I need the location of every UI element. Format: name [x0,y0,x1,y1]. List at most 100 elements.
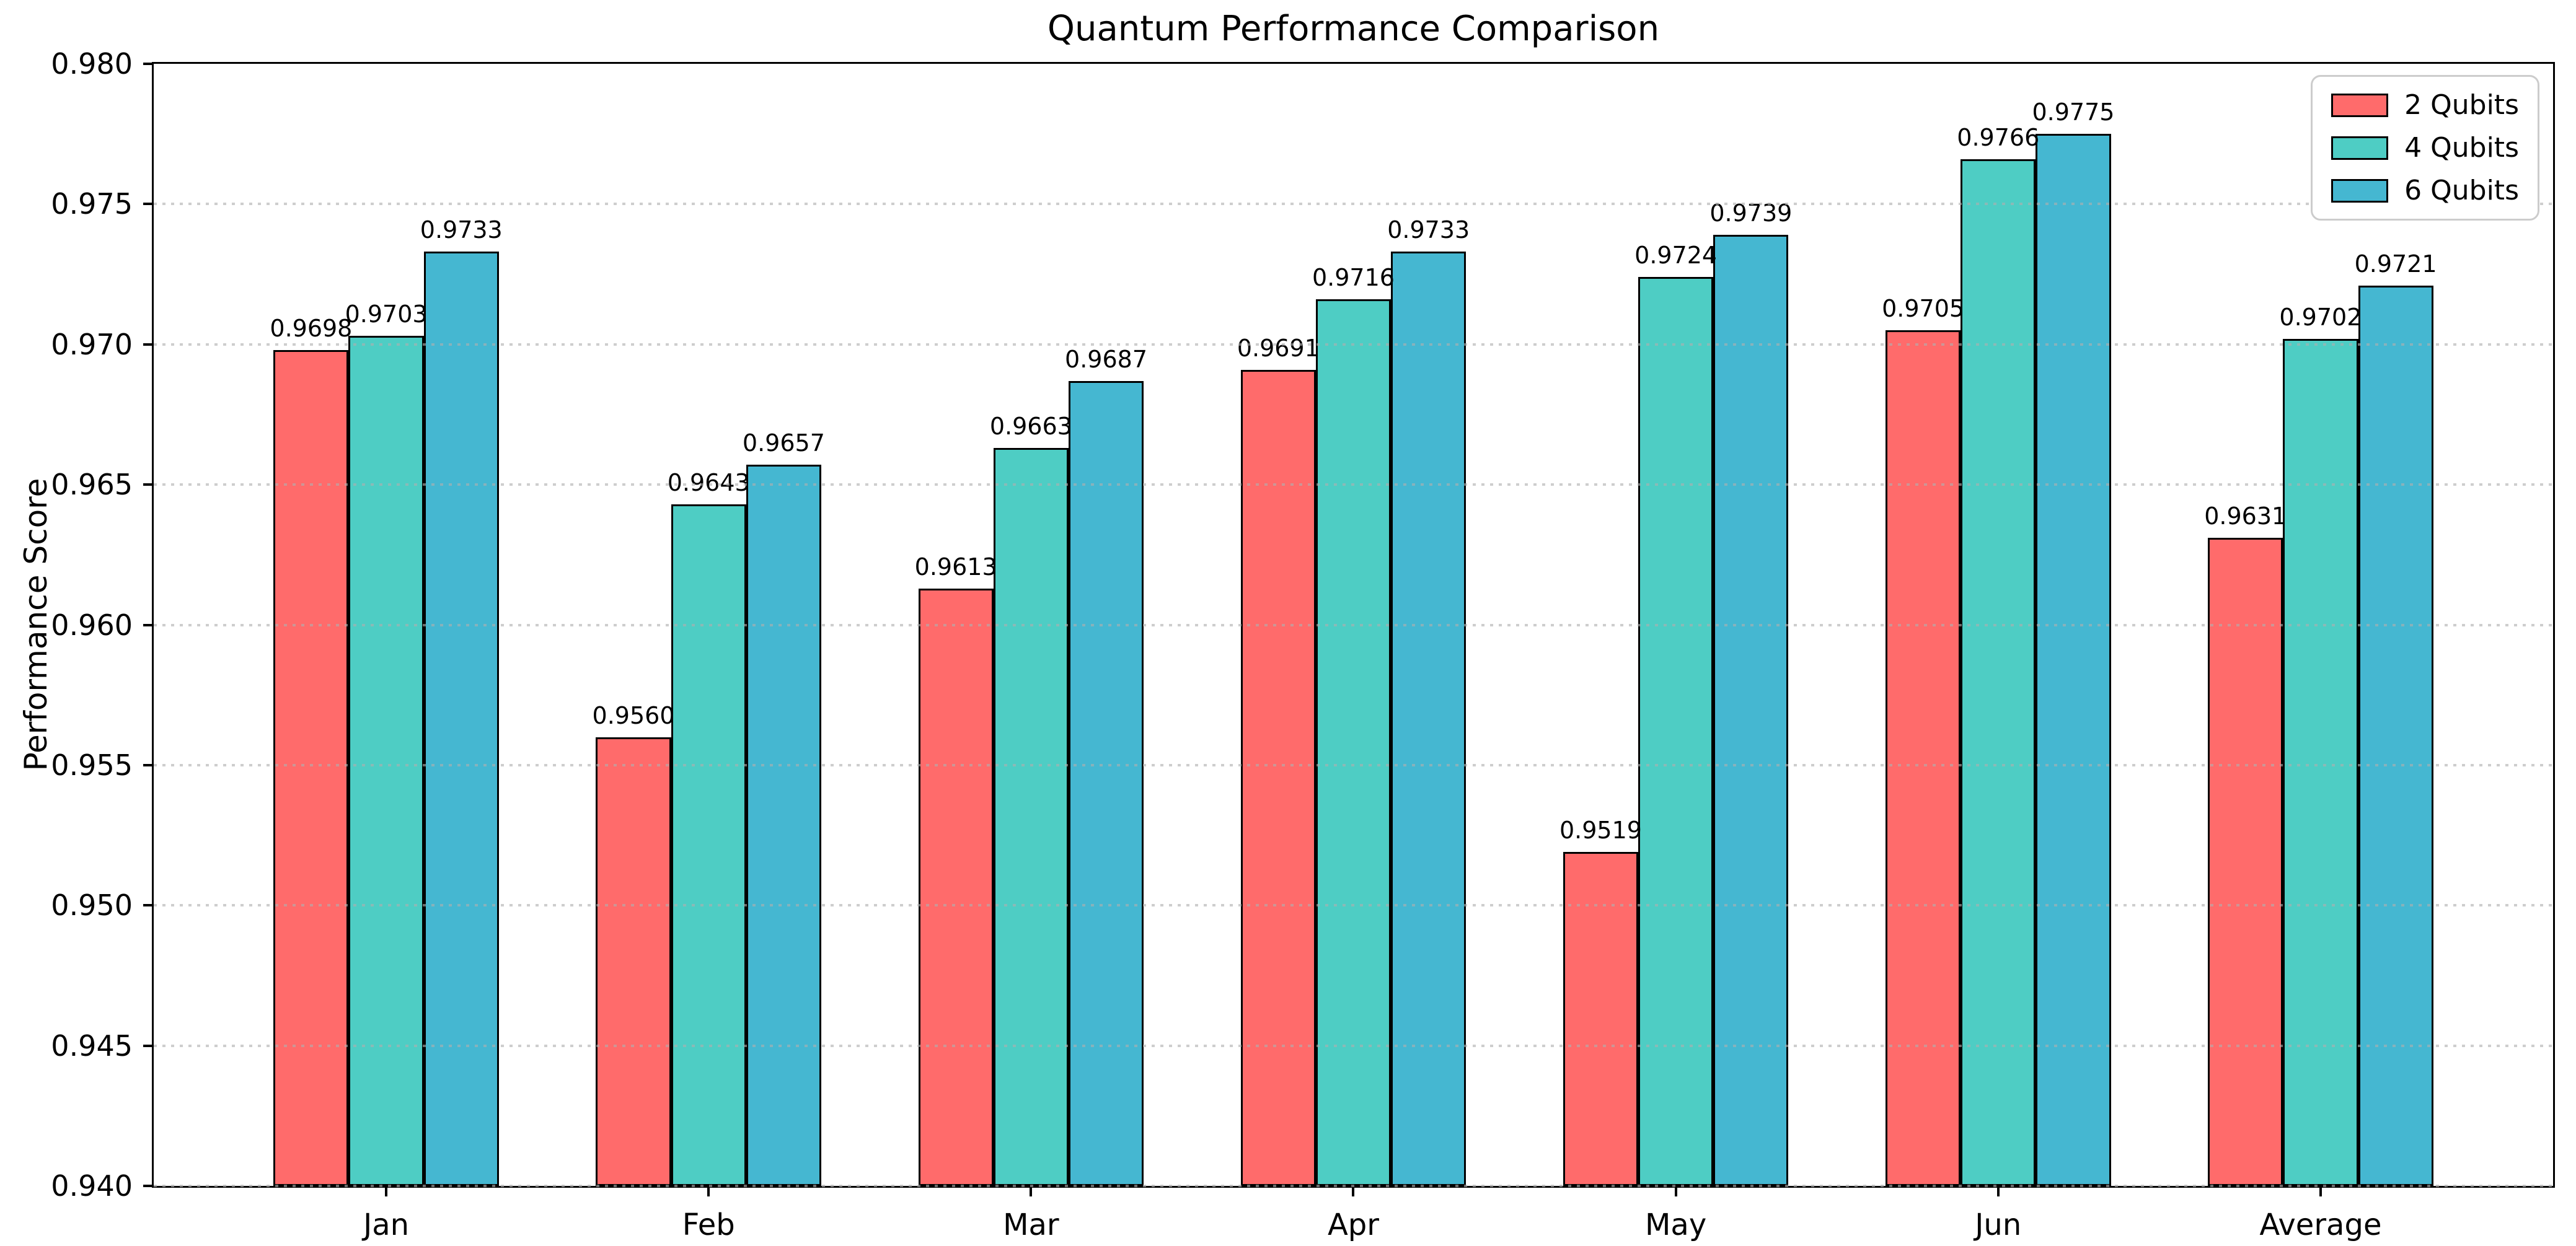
y-tick-label: 0.980 [51,47,133,81]
bar-value-label: 0.9657 [742,429,825,457]
bar-4-qubits-jun: 0.9766 [1957,124,2039,1186]
bar-value-label: 0.9643 [667,468,750,496]
y-tick-mark [143,1185,154,1187]
bar-value-label: 0.9703 [345,301,428,328]
legend-swatch-4-qubits [2331,136,2389,160]
x-slot-feb: Feb [547,1186,870,1242]
x-tick-mark [707,1186,710,1196]
legend-label: 4 Qubits [2404,132,2519,164]
bar-2-qubits-feb: 0.9560 [593,702,675,1186]
x-tick-mark [1352,1186,1355,1196]
y-axis-label: Performance Score [18,478,54,771]
bar-value-label: 0.9739 [1709,200,1793,227]
x-slot-may: May [1515,1186,1837,1242]
legend-label: 2 Qubits [2404,89,2519,121]
y-tick-label: 0.965 [51,468,133,502]
bar-value-label: 0.9766 [1957,123,2040,151]
legend-entry-2-qubits: 2 Qubits [2331,89,2519,121]
bar-6-qubits-feb: 0.9657 [743,429,825,1186]
x-tick-label-jun: Jun [1975,1208,2022,1242]
legend-entry-6-qubits: 6 Qubits [2331,175,2519,206]
bar-6-qubits-jan: 0.9733 [420,216,503,1186]
bar-2-qubits-jun: 0.9705 [1882,295,1964,1186]
bar-6-qubits-jun: 0.9775 [2032,99,2114,1186]
bar-group-feb: 0.9560 0.9643 0.9657 [547,64,870,1186]
x-axis-ticks: Jan Feb Mar Apr May Jun Average [154,1186,2553,1242]
y-tick-mark [143,63,154,65]
bar-value-label: 0.9687 [1065,345,1148,373]
bar-2-qubits-may: 0.9519 [1559,817,1642,1186]
y-tick-mark [143,1044,154,1047]
bar-value-label: 0.9631 [2204,502,2287,530]
y-tick-label: 0.945 [51,1029,133,1063]
x-slot-jan: Jan [225,1186,547,1242]
x-tick-label-apr: Apr [1327,1208,1380,1242]
bar-4-qubits-may: 0.9724 [1634,242,1717,1186]
bar-value-label: 0.9519 [1559,817,1642,845]
bar-2-qubits-jan: 0.9698 [270,315,352,1186]
bar-6-qubits-apr: 0.9733 [1387,216,1470,1186]
bar-4-qubits-mar: 0.9663 [990,413,1072,1186]
bar-value-label: 0.9724 [1634,242,1718,270]
bar-value-label: 0.9775 [2032,99,2115,126]
legend-swatch-2-qubits [2331,93,2389,117]
x-tick-mark [2319,1186,2322,1196]
y-tick-label: 0.960 [51,608,133,642]
y-tick-mark [143,483,154,486]
bar-group-jun: 0.9705 0.9766 0.9775 [1837,64,2159,1186]
bar-4-qubits-average: 0.9702 [2279,304,2362,1186]
x-slot-average: Average [2159,1186,2482,1242]
bar-6-qubits-average: 0.9721 [2355,250,2437,1186]
legend-label: 6 Qubits [2404,175,2519,206]
y-tick-mark [143,623,154,626]
bar-6-qubits-mar: 0.9687 [1065,346,1147,1186]
chart-title: Quantum Performance Comparison [1047,9,1660,49]
bar-value-label: 0.9705 [1882,295,1965,323]
bar-4-qubits-feb: 0.9643 [668,469,750,1186]
x-tick-label-mar: Mar [1003,1208,1059,1242]
bar-2-qubits-mar: 0.9613 [915,553,997,1186]
bar-value-label: 0.9733 [1387,216,1470,244]
y-axis-ticks: 0.940 0.945 0.950 0.955 0.960 0.965 0.970 0.975… [51,50,2553,1200]
bar-group-mar: 0.9613 0.9663 0.9687 [870,64,1192,1186]
x-slot-jun: Jun [1837,1186,2159,1242]
bar-group-jan: 0.9698 0.9703 0.9733 [225,64,547,1186]
bar-6-qubits-may: 0.9739 [1709,200,1792,1186]
y-tick-mark [143,203,154,206]
bar-value-label: 0.9716 [1312,264,1395,292]
bar-value-label: 0.9733 [420,216,503,244]
bar-value-label: 0.9613 [914,553,997,581]
y-tick-label: 0.940 [51,1169,133,1203]
bar-value-label: 0.9721 [2354,250,2437,278]
bar-value-label: 0.9663 [989,413,1072,441]
legend: 2 Qubits 4 Qubits 6 Qubits [2311,75,2539,221]
y-tick-label: 0.950 [51,888,133,923]
y-tick-mark [143,904,154,907]
bar-value-label: 0.9560 [592,701,675,729]
bar-value-label: 0.9702 [2279,303,2362,331]
x-tick-label-average: Average [2259,1208,2382,1242]
bar-value-label: 0.9691 [1237,334,1320,362]
legend-swatch-6-qubits [2331,178,2389,203]
x-tick-mark [1030,1186,1033,1196]
bar-group-may: 0.9519 0.9724 0.9739 [1515,64,1837,1186]
x-tick-mark [385,1186,388,1196]
bar-group-apr: 0.9691 0.9716 0.9733 [1192,64,1514,1186]
x-slot-apr: Apr [1192,1186,1514,1242]
x-tick-mark [1674,1186,1677,1196]
y-tick-label: 0.975 [51,187,133,221]
y-tick-mark [143,343,154,346]
bar-4-qubits-apr: 0.9716 [1312,264,1395,1186]
bar-4-qubits-jan: 0.9703 [345,301,428,1186]
bar-2-qubits-apr: 0.9691 [1237,335,1320,1186]
x-tick-label-feb: Feb [682,1208,735,1242]
x-tick-label-may: May [1645,1208,1707,1242]
y-tick-label: 0.970 [51,327,133,361]
x-tick-label-jan: Jan [363,1208,410,1242]
bar-value-label: 0.9698 [270,314,353,342]
x-tick-mark [1996,1186,2000,1196]
bars-layer: 0.9698 0.9703 0.9733 0.9560 0.9643 0.9657 0.96… [154,64,2553,1186]
y-tick-label: 0.955 [51,748,133,782]
legend-entry-4-qubits: 4 Qubits [2331,132,2519,164]
